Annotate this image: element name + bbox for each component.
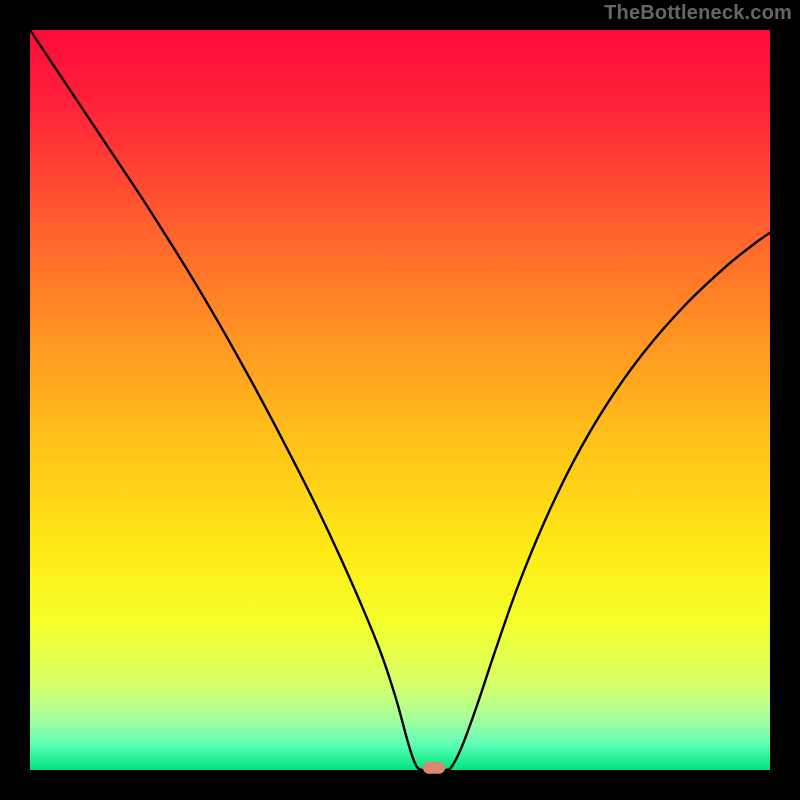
optimum-marker — [423, 762, 445, 774]
chart-stage: TheBottleneck.com — [0, 0, 800, 800]
bottleneck-curve-chart — [0, 0, 800, 800]
gradient-background — [30, 30, 770, 770]
watermark-text: TheBottleneck.com — [604, 2, 792, 25]
